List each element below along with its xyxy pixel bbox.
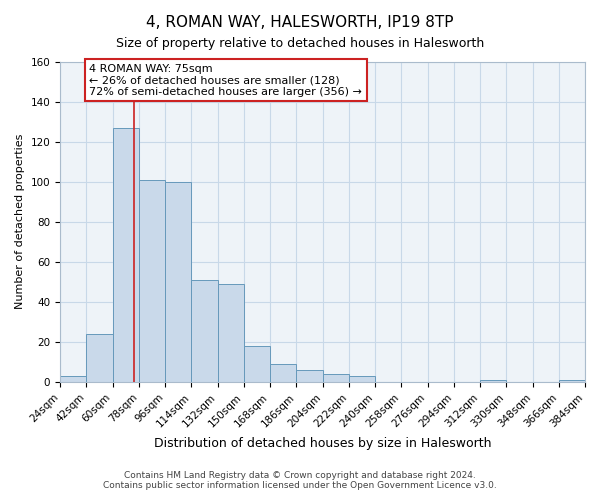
Bar bbox=[60, 376, 86, 382]
Bar bbox=[218, 284, 244, 382]
Bar bbox=[349, 376, 375, 382]
Text: Size of property relative to detached houses in Halesworth: Size of property relative to detached ho… bbox=[116, 38, 484, 51]
Text: 4 ROMAN WAY: 75sqm
← 26% of detached houses are smaller (128)
72% of semi-detach: 4 ROMAN WAY: 75sqm ← 26% of detached hou… bbox=[89, 64, 362, 96]
Bar bbox=[323, 374, 349, 382]
Bar bbox=[139, 180, 165, 382]
X-axis label: Distribution of detached houses by size in Halesworth: Distribution of detached houses by size … bbox=[154, 437, 491, 450]
Bar bbox=[270, 364, 296, 382]
Bar bbox=[244, 346, 270, 382]
Bar bbox=[165, 182, 191, 382]
Text: Contains HM Land Registry data © Crown copyright and database right 2024.
Contai: Contains HM Land Registry data © Crown c… bbox=[103, 470, 497, 490]
Bar bbox=[86, 334, 113, 382]
Text: 4, ROMAN WAY, HALESWORTH, IP19 8TP: 4, ROMAN WAY, HALESWORTH, IP19 8TP bbox=[146, 15, 454, 30]
Bar bbox=[296, 370, 323, 382]
Bar bbox=[113, 128, 139, 382]
Bar bbox=[480, 380, 506, 382]
Bar bbox=[559, 380, 585, 382]
Bar bbox=[191, 280, 218, 382]
Y-axis label: Number of detached properties: Number of detached properties bbox=[15, 134, 25, 310]
